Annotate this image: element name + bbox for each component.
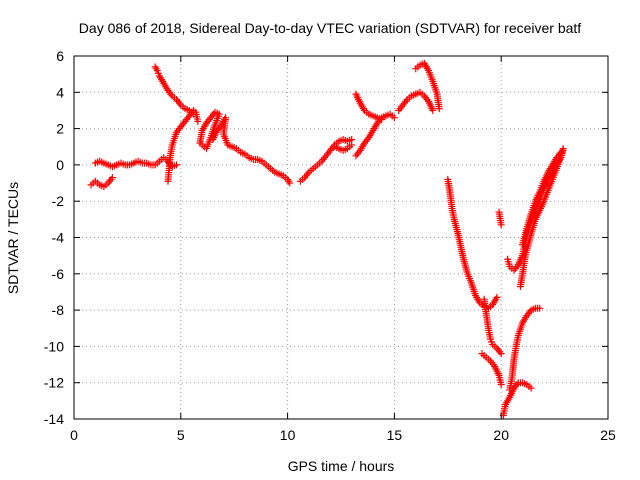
y-axis-label: SDTVAR / TECUs bbox=[5, 182, 21, 294]
chart-title: Day 086 of 2018, Sidereal Day-to-day VTE… bbox=[79, 20, 582, 36]
data-point bbox=[286, 179, 294, 187]
data-point bbox=[557, 148, 565, 156]
x-tick-label: 15 bbox=[387, 427, 403, 443]
y-tick-label: 6 bbox=[56, 48, 64, 64]
data-point bbox=[173, 161, 181, 169]
y-tick-label: -10 bbox=[44, 338, 64, 354]
data-point bbox=[390, 114, 398, 122]
y-tick-label: -4 bbox=[52, 230, 65, 246]
x-axis-label: GPS time / hours bbox=[288, 458, 395, 474]
x-tick-label: 5 bbox=[177, 427, 185, 443]
y-tick-label: -8 bbox=[52, 302, 65, 318]
data-point bbox=[497, 221, 505, 229]
x-tick-label: 25 bbox=[600, 427, 616, 443]
data-point bbox=[429, 106, 437, 114]
data-point bbox=[497, 381, 505, 389]
data-point bbox=[493, 293, 501, 301]
y-tick-label: -6 bbox=[52, 266, 65, 282]
y-tick-label: -2 bbox=[52, 193, 65, 209]
data-point bbox=[536, 304, 544, 312]
y-tick-label: -12 bbox=[44, 375, 64, 391]
data-point bbox=[527, 384, 535, 392]
y-axis-ticks: -14 -12 -10 -8 -6 -4 -2 0 2 4 6 bbox=[44, 48, 608, 427]
x-tick-label: 10 bbox=[280, 427, 296, 443]
y-tick-label: 0 bbox=[56, 157, 64, 173]
data-points bbox=[87, 59, 567, 419]
y-tick-label: 2 bbox=[56, 121, 64, 137]
data-point bbox=[194, 117, 202, 125]
data-point bbox=[198, 141, 206, 149]
data-point bbox=[559, 145, 567, 153]
y-tick-label: 4 bbox=[56, 84, 64, 100]
data-point bbox=[435, 105, 443, 113]
data-point bbox=[348, 141, 356, 149]
y-tick-label: -14 bbox=[44, 411, 64, 427]
x-tick-label: 0 bbox=[70, 427, 78, 443]
data-point bbox=[497, 350, 505, 358]
x-tick-label: 20 bbox=[493, 427, 509, 443]
x-axis-ticks: 0 5 10 15 20 25 bbox=[70, 56, 616, 443]
data-point bbox=[108, 174, 116, 182]
